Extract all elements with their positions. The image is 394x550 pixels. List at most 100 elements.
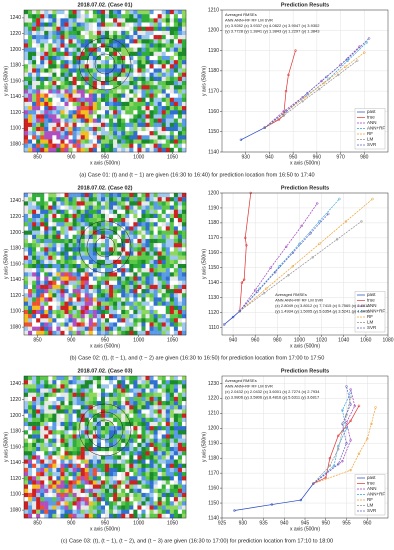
radar-cell bbox=[24, 239, 28, 243]
radar-cell bbox=[36, 297, 40, 301]
radar-cell bbox=[77, 48, 81, 52]
radar-cell bbox=[48, 306, 52, 310]
radar-cell bbox=[178, 285, 182, 289]
radar-cell bbox=[174, 23, 178, 27]
y-tick-label: 1200 bbox=[10, 413, 21, 419]
radar-cell bbox=[117, 389, 121, 393]
radar-cell bbox=[166, 23, 170, 27]
radar-cell bbox=[146, 60, 150, 64]
radar-cell bbox=[56, 85, 60, 89]
radar-cell bbox=[113, 281, 117, 285]
radar-cell bbox=[65, 272, 69, 276]
radar-cell bbox=[129, 480, 133, 484]
radar-cell bbox=[81, 148, 85, 152]
radar-cell bbox=[154, 110, 158, 114]
radar-cell bbox=[158, 144, 162, 148]
radar-cell bbox=[60, 226, 64, 230]
radar-cell bbox=[28, 260, 32, 264]
radar-cell bbox=[150, 52, 154, 56]
radar-cell bbox=[65, 94, 69, 98]
radar-cell bbox=[121, 393, 125, 397]
radar-cell bbox=[32, 376, 36, 380]
radar-cell bbox=[36, 489, 40, 493]
radar-cell bbox=[129, 193, 133, 197]
radar-cell bbox=[162, 489, 166, 493]
radar-cell bbox=[133, 10, 137, 14]
radar-cell bbox=[97, 397, 101, 401]
radar-cell bbox=[162, 380, 166, 384]
radar-cell bbox=[73, 56, 77, 60]
radar-cell bbox=[32, 380, 36, 384]
radar-cell bbox=[93, 472, 97, 476]
radar-cell bbox=[166, 384, 170, 388]
radar-cell bbox=[137, 23, 141, 27]
radar-cell bbox=[182, 68, 186, 72]
radar-cell bbox=[97, 393, 101, 397]
radar-cell bbox=[77, 218, 81, 222]
radar-cell bbox=[174, 14, 178, 18]
radar-cell bbox=[40, 94, 44, 98]
radar-cell bbox=[146, 405, 150, 409]
radar-cell bbox=[69, 485, 73, 489]
radar-cell bbox=[81, 114, 85, 118]
radar-cell bbox=[125, 384, 129, 388]
radar-cell bbox=[52, 218, 56, 222]
radar-cell bbox=[65, 389, 69, 393]
radar-cell bbox=[52, 451, 56, 455]
radar-cell bbox=[137, 247, 141, 251]
radar-cell bbox=[121, 39, 125, 43]
radar-cell bbox=[174, 264, 178, 268]
radar-cell bbox=[48, 422, 52, 426]
radar-cell bbox=[133, 297, 137, 301]
radar-cell bbox=[182, 293, 186, 297]
radar-cell bbox=[178, 226, 182, 230]
radar-cell bbox=[89, 460, 93, 464]
radar-cell bbox=[97, 18, 101, 22]
radar-cell bbox=[170, 472, 174, 476]
radar-cell bbox=[133, 439, 137, 443]
radar-cell bbox=[52, 464, 56, 468]
radar-cell bbox=[36, 94, 40, 98]
radar-cell bbox=[60, 256, 64, 260]
radar-cell bbox=[178, 48, 182, 52]
radar-cell bbox=[69, 27, 73, 31]
radar-cell bbox=[40, 514, 44, 518]
radar-cell bbox=[60, 214, 64, 218]
radar-cell bbox=[65, 289, 69, 293]
radar-cell bbox=[141, 443, 145, 447]
radar-cell bbox=[28, 119, 32, 123]
radar-cell bbox=[24, 251, 28, 255]
radar-cell bbox=[89, 376, 93, 380]
radar-cell bbox=[109, 439, 113, 443]
radar-cell bbox=[109, 426, 113, 430]
radar-cell bbox=[137, 197, 141, 201]
radar-cell bbox=[97, 106, 101, 110]
x-tick-label: 930 bbox=[242, 154, 251, 160]
radar-cell bbox=[56, 302, 60, 306]
radar-cell bbox=[101, 464, 105, 468]
radar-cell bbox=[40, 235, 44, 239]
radar-cell bbox=[146, 331, 150, 335]
radar-cell bbox=[154, 247, 158, 251]
radar-cell bbox=[28, 89, 32, 93]
radar-cell bbox=[158, 414, 162, 418]
radar-cell bbox=[97, 468, 101, 472]
radar-cell bbox=[113, 327, 117, 331]
radar-cell bbox=[52, 102, 56, 106]
radar-cell bbox=[174, 306, 178, 310]
radar-cell bbox=[24, 409, 28, 413]
radar-cell bbox=[146, 135, 150, 139]
radar-cell bbox=[137, 10, 141, 14]
radar-cell bbox=[101, 281, 105, 285]
radar-cell bbox=[182, 43, 186, 47]
radar-cell bbox=[158, 243, 162, 247]
radar-cell bbox=[133, 285, 137, 289]
radar-cell bbox=[129, 414, 133, 418]
radar-cell bbox=[162, 306, 166, 310]
radar-cell bbox=[89, 476, 93, 480]
radar-cell bbox=[97, 314, 101, 318]
radar-cell bbox=[154, 139, 158, 143]
radar-cell bbox=[56, 235, 60, 239]
radar-cell bbox=[24, 94, 28, 98]
radar-cell bbox=[117, 480, 121, 484]
